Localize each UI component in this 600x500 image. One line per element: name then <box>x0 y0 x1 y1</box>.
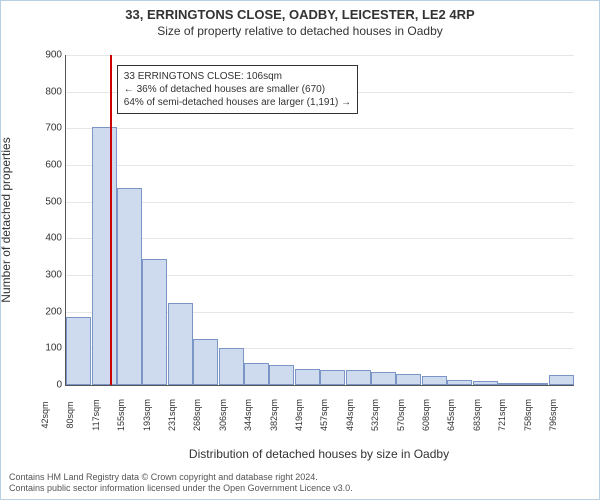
y-tick-label: 100 <box>22 343 66 354</box>
annotation-line: 33 ERRINGTONS CLOSE: 106sqm <box>124 70 351 83</box>
x-tick-label: 155sqm <box>116 385 126 445</box>
x-tick-label: 306sqm <box>218 385 228 445</box>
x-tick-label: 532sqm <box>370 385 380 445</box>
gridline <box>66 202 574 203</box>
gridline <box>66 128 574 129</box>
bar <box>549 375 574 385</box>
bar <box>92 127 117 386</box>
gridline <box>66 238 574 239</box>
reference-line <box>110 55 112 385</box>
footer-line: Contains HM Land Registry data © Crown c… <box>9 472 353 484</box>
y-axis-label: Number of detached properties <box>0 55 13 385</box>
bar <box>219 348 244 385</box>
bar <box>295 369 320 386</box>
y-tick-label: 600 <box>22 160 66 171</box>
y-tick-label: 900 <box>22 50 66 61</box>
bar <box>142 259 167 386</box>
bar <box>269 365 294 385</box>
annotation-line: ← 36% of detached houses are smaller (67… <box>124 83 351 96</box>
bar <box>371 372 396 385</box>
x-axis-label: Distribution of detached houses by size … <box>65 447 573 461</box>
x-tick-label: 494sqm <box>345 385 355 445</box>
y-tick-label: 800 <box>22 86 66 97</box>
x-tick-label: 608sqm <box>421 385 431 445</box>
x-tick-label: 268sqm <box>192 385 202 445</box>
y-tick-label: 500 <box>22 196 66 207</box>
bar <box>346 370 371 385</box>
footer-attribution: Contains HM Land Registry data © Crown c… <box>9 472 353 495</box>
footer-line: Contains public sector information licen… <box>9 483 353 495</box>
y-tick-label: 200 <box>22 306 66 317</box>
y-tick-label: 300 <box>22 270 66 281</box>
y-tick-label: 400 <box>22 233 66 244</box>
x-tick-label: 796sqm <box>548 385 558 445</box>
chart-subtitle: Size of property relative to detached ho… <box>1 22 599 38</box>
x-tick-label: 231sqm <box>167 385 177 445</box>
bar <box>244 363 269 385</box>
x-tick-label: 683sqm <box>472 385 482 445</box>
x-tick-label: 80sqm <box>65 385 75 445</box>
annotation-line: 64% of semi-detached houses are larger (… <box>124 96 351 109</box>
x-tick-label: 42sqm <box>40 385 50 445</box>
bar <box>422 376 447 385</box>
x-tick-label: 419sqm <box>294 385 304 445</box>
x-tick-label: 570sqm <box>396 385 406 445</box>
bar <box>168 303 193 386</box>
gridline <box>66 55 574 56</box>
x-tick-label: 721sqm <box>497 385 507 445</box>
x-tick-label: 457sqm <box>319 385 329 445</box>
bar <box>320 370 345 385</box>
bar <box>117 188 142 385</box>
bar <box>66 317 91 385</box>
x-tick-label: 344sqm <box>243 385 253 445</box>
chart-title: 33, ERRINGTONS CLOSE, OADBY, LEICESTER, … <box>1 1 599 22</box>
x-tick-label: 193sqm <box>142 385 152 445</box>
x-tick-label: 117sqm <box>91 385 101 445</box>
plot-area: 010020030040050060070080090042sqm80sqm11… <box>65 55 574 386</box>
x-tick-label: 382sqm <box>269 385 279 445</box>
gridline <box>66 165 574 166</box>
bar <box>396 374 421 385</box>
x-tick-label: 645sqm <box>446 385 456 445</box>
annotation-box: 33 ERRINGTONS CLOSE: 106sqm← 36% of deta… <box>117 65 358 114</box>
y-tick-label: 700 <box>22 123 66 134</box>
figure: 33, ERRINGTONS CLOSE, OADBY, LEICESTER, … <box>0 0 600 500</box>
bar <box>193 339 218 385</box>
x-tick-label: 758sqm <box>523 385 533 445</box>
